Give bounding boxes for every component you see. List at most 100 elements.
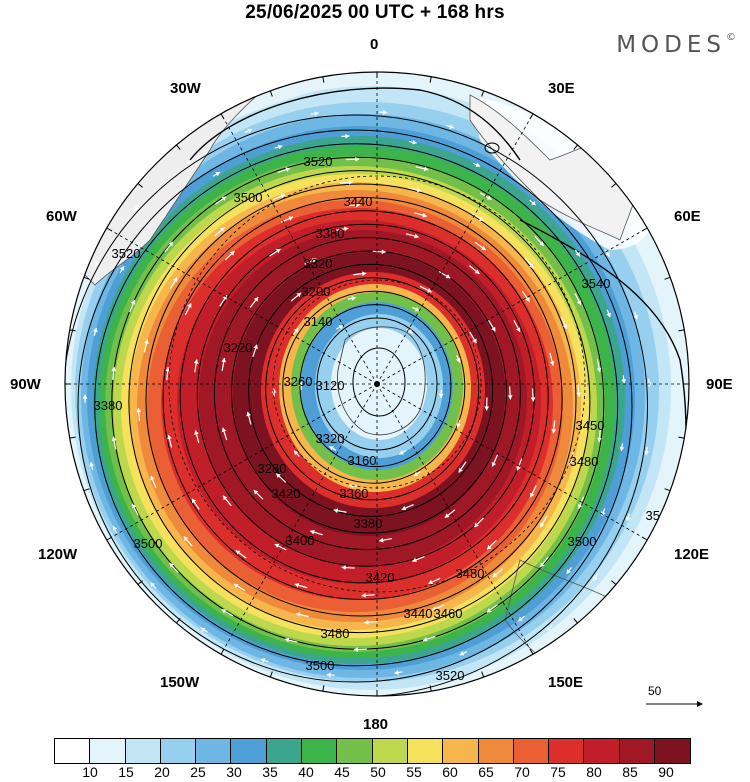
wind-vector [235,550,247,559]
color-scale-tick-label: 10 [82,764,98,780]
color-scale-tick-label: 55 [406,764,422,780]
color-scale-tick-label: 30 [226,764,242,780]
lon-label-120e: 120E [674,546,710,563]
wind-vector [143,339,149,353]
lon-label-60e: 60E [674,208,701,225]
color-swatch [584,739,620,763]
wind-vector [131,503,139,516]
wind-vector [521,290,531,303]
wind-vector [539,515,548,528]
contour-label: 3500 [306,658,335,673]
boundary-tick [641,227,648,232]
boundary-tick [269,90,273,97]
wind-vector [275,473,287,483]
wind-vector [347,296,356,301]
wind-vector [446,124,455,130]
boundary-tick [481,90,485,97]
lon-label-180: 180 [363,716,389,733]
contour-label: 3220 [224,340,253,355]
wind-vector [592,573,599,581]
wind-vector [341,133,350,139]
boundary-tick [137,183,143,188]
boundary-tick [429,76,432,83]
wind-vector [111,436,117,450]
wind-vector [150,475,157,489]
wind-vector [422,635,436,642]
boundary-tick [176,618,181,624]
contour-label: 3460 [434,606,463,621]
contour-label: 3380 [316,226,345,241]
wind-vector [372,249,386,255]
height-contour-line [484,142,500,154]
contour-label: 3520 [112,246,141,261]
wind-vector [84,524,89,533]
meridian-line [106,227,378,385]
wind-vector [474,241,487,251]
contour-label: 3500 [234,190,263,205]
wind-vector [58,391,63,399]
color-swatch [655,739,691,763]
height-contour-line [248,263,494,517]
wind-vector [112,525,118,534]
boundary-tick [529,113,534,120]
lon-label-90e: 90E [706,376,733,393]
contour-label: 3420 [366,570,395,585]
wind-vector [349,483,358,489]
height-contour-line [77,129,633,683]
wind-vector [534,235,545,247]
wind-vector [379,109,388,115]
color-swatch [372,739,408,763]
wind-vector [413,471,421,477]
contour-label: 3320 [316,431,345,446]
brand-name: MODES [616,32,726,58]
height-contour-line [213,237,521,551]
wind-vector [246,411,252,425]
wind-vector [333,508,347,514]
boundary-tick [641,536,648,541]
wind-vector [415,166,429,172]
wind-vector [184,160,192,166]
wind-vector [551,420,557,434]
boundary-tick [269,671,273,678]
color-scale-tick-label: 40 [298,764,314,780]
wind-vector [633,311,639,320]
height-contour-line [65,114,648,696]
wind-vector [491,454,499,467]
wind-vector [193,359,199,373]
height-contour-line [282,290,466,484]
contour-label: 3200 [302,284,331,299]
south-pole-marker [374,381,380,387]
wind-vector [626,513,631,522]
color-scale-tick-label: 50 [370,764,386,780]
height-contour-line [231,250,507,534]
wind-vector [310,529,323,536]
polar-map: 3520 3500 3440 3380 3320 3200 3140 3120 3160 3220… [58,71,703,707]
lon-label-150w: 150W [160,674,200,691]
contour-label: 3540 [582,276,611,291]
wind-vector [298,381,304,390]
meridian-line [376,113,534,385]
lon-label-150e: 150E [548,674,584,691]
wind-vector [271,388,277,397]
wind-vector [517,615,525,622]
wind-vector [405,328,414,334]
wind-vector [549,352,555,366]
wind-vector [357,699,365,704]
meridian-line [220,113,378,385]
wind-vector [167,434,173,448]
wind-vector [601,508,606,517]
wind-vector [414,212,427,218]
wind-vector [621,375,627,384]
wind-vector [408,139,417,145]
wind-vector [486,539,497,550]
height-contour-line [265,277,480,501]
contour-label: 3500 [134,536,163,551]
wind-vector [576,383,582,397]
wind-vector [166,632,174,639]
latitude-circle [168,175,586,593]
wind-vector [310,111,319,117]
wind-vector [341,565,355,570]
wind-vector [398,449,407,455]
color-scale-tick-label: 85 [622,764,638,780]
wind-vector [488,319,496,332]
